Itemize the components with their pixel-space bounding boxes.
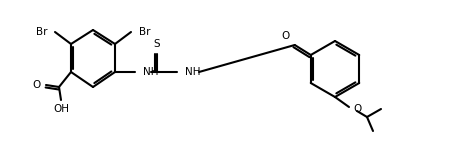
- Text: O: O: [281, 31, 290, 41]
- Text: S: S: [154, 39, 160, 49]
- Text: O: O: [353, 104, 361, 114]
- Text: NH: NH: [185, 67, 201, 77]
- Text: Br: Br: [36, 27, 47, 37]
- Text: O: O: [33, 80, 41, 90]
- Text: NH: NH: [143, 67, 159, 77]
- Text: OH: OH: [53, 104, 69, 114]
- Text: Br: Br: [139, 27, 151, 37]
